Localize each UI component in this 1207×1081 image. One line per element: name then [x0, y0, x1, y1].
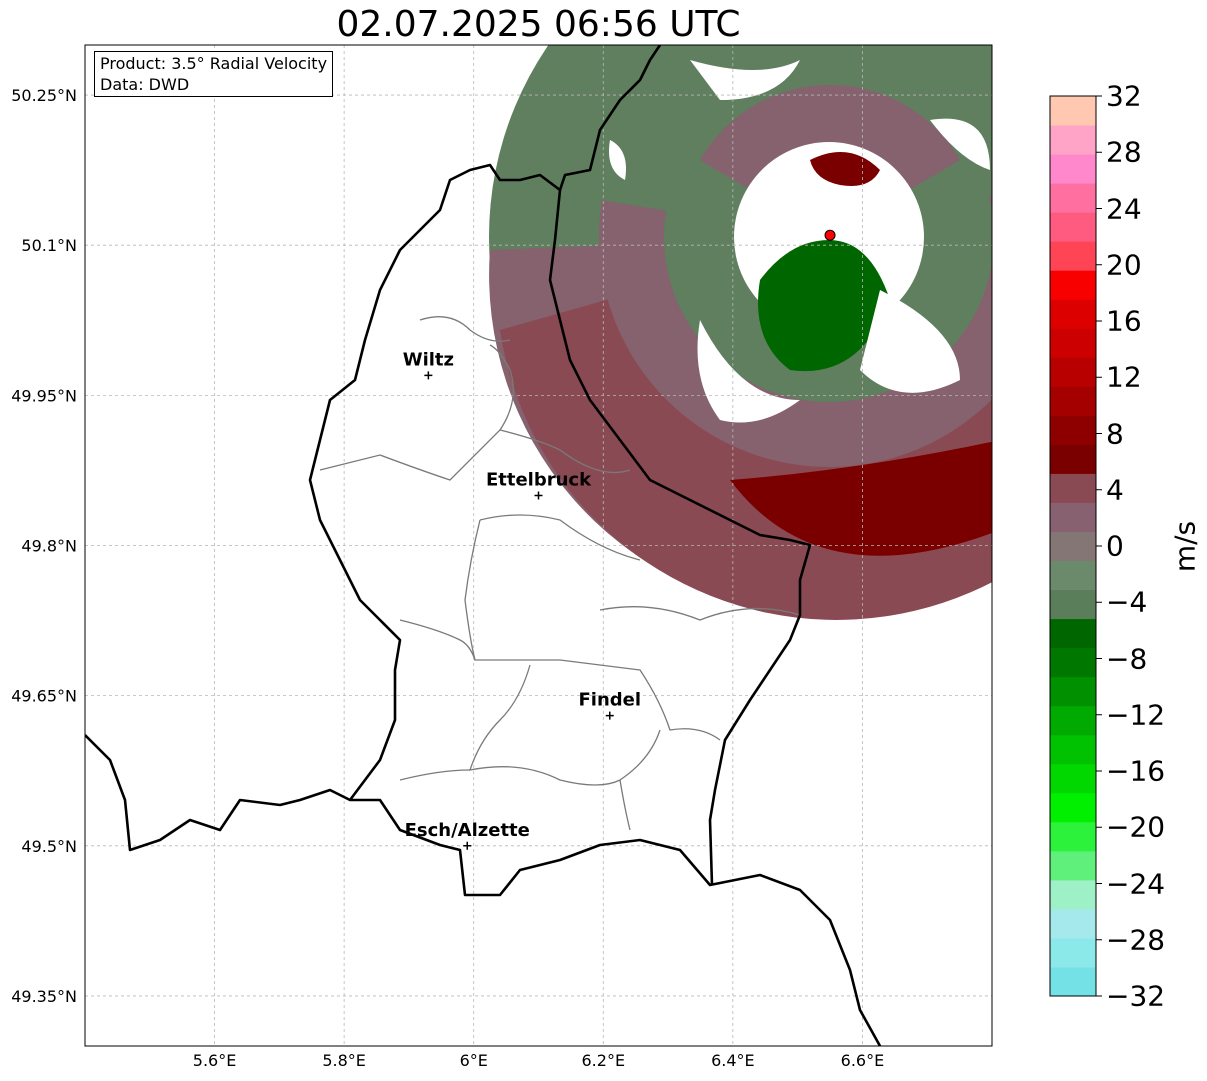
colorbar-tick-label: 12: [1106, 360, 1142, 394]
canton-boundaries: [319, 316, 801, 831]
city-marker-icon: [534, 491, 543, 500]
colorbar-segment: [1050, 705, 1096, 736]
colorbar-segment: [1050, 415, 1096, 445]
map-title: 02.07.2025 06:56 UTC: [336, 4, 741, 45]
colorbar-segment: [1050, 821, 1096, 852]
colorbar-tick-label: −12: [1106, 698, 1166, 732]
colorbar-segment: [1050, 879, 1096, 910]
colorbar-tick-label: −24: [1106, 867, 1166, 900]
colorbar-segment: [1050, 270, 1096, 300]
colorbar-tick-label: −28: [1106, 923, 1166, 957]
colorbar-tick-label: 0: [1106, 529, 1124, 563]
colorbar-segment: [1050, 386, 1096, 416]
city-marker-icon: [424, 371, 433, 380]
city-label: Ettelbruck: [486, 469, 592, 490]
colorbar-segment: [1050, 937, 1096, 968]
x-tick-label: 5.6°E: [193, 1051, 237, 1070]
colorbar-segment: [1050, 183, 1096, 213]
x-tick-label: 6.2°E: [582, 1051, 626, 1070]
y-tick-label: 50.25°N: [11, 86, 77, 105]
radar-echo-layer: [489, 45, 992, 620]
colorbar-tick-label: 16: [1106, 304, 1142, 338]
colorbar-segment: [1050, 763, 1096, 794]
y-axis-ticks: 50.25°N 50.1°N 49.95°N 49.8°N 49.65°N 49.5°N 4…: [11, 86, 77, 1006]
colorbar-segment: [1050, 96, 1096, 126]
city-label: Wiltz: [403, 349, 454, 370]
colorbar-tick-label: 20: [1106, 248, 1142, 282]
y-tick-label: 49.95°N: [11, 386, 77, 405]
colorbar-segment: [1050, 908, 1096, 939]
colorbar-segment: [1050, 357, 1096, 387]
y-tick-label: 49.5°N: [21, 837, 77, 856]
colorbar-unit-label: m/s: [1168, 520, 1202, 573]
x-axis-ticks: 5.6°E 5.8°E 6°E 6.2°E 6.4°E 6.6°E: [193, 1051, 884, 1070]
colorbar-segment: [1050, 125, 1096, 155]
colorbar-segment: [1050, 299, 1096, 329]
colorbar-segment: [1050, 473, 1096, 503]
x-tick-label: 6.4°E: [711, 1051, 755, 1070]
colorbar-segment: [1050, 792, 1096, 823]
city-marker-icon: [463, 841, 472, 850]
city-label: Esch/Alzette: [405, 820, 530, 841]
colorbar-segment: [1050, 444, 1096, 474]
national-borders: [85, 45, 882, 1046]
colorbar-tick-label: −20: [1106, 810, 1166, 844]
colorbar-tick-label: 32: [1106, 79, 1142, 113]
colorbar-tick-label: −8: [1106, 642, 1148, 675]
colorbar-tick-label: −16: [1106, 754, 1166, 788]
data-source-label: Data: DWD: [100, 75, 190, 94]
echo-green-core: [758, 240, 890, 372]
echo-approaching-core: [730, 441, 992, 556]
colorbar-segment: [1050, 212, 1096, 242]
borders-layer: [85, 45, 882, 1046]
colorbar-tick-label: 28: [1106, 135, 1142, 169]
radar-site-marker: [824, 229, 836, 241]
colorbar-tick-label: 24: [1106, 192, 1142, 225]
colorbar-segment: [1050, 676, 1096, 707]
colorbar: [1049, 95, 1102, 997]
product-label: Product: 3.5° Radial Velocity: [100, 54, 328, 73]
colorbar-segment: [1050, 531, 1096, 562]
colorbar-segment: [1050, 618, 1096, 649]
city-markers: Wiltz Ettelbruck Findel Esch/Alzette: [403, 349, 641, 850]
colorbar-segment: [1050, 850, 1096, 881]
colorbar-segment: [1050, 328, 1096, 358]
y-tick-label: 49.8°N: [21, 537, 77, 556]
colorbar-segment: [1050, 502, 1096, 532]
plot-frame: [84, 44, 993, 1047]
city-label: Findel: [578, 690, 641, 711]
y-tick-label: 49.65°N: [11, 687, 77, 706]
colorbar-segment: [1050, 966, 1096, 997]
x-tick-label: 6°E: [460, 1051, 488, 1070]
product-info-box: Product: 3.5° Radial Velocity Data: DWD: [94, 51, 334, 97]
x-tick-label: 6.6°E: [841, 1051, 885, 1070]
colorbar-segment: [1050, 734, 1096, 765]
colorbar-segment: [1050, 647, 1096, 678]
colorbar-tick-label: −4: [1106, 585, 1148, 619]
colorbar-segment: [1050, 154, 1096, 184]
colorbar-tick-label: 4: [1106, 473, 1124, 507]
colorbar-segment: [1050, 241, 1096, 271]
x-tick-label: 5.8°E: [322, 1051, 366, 1070]
y-tick-label: 50.1°N: [21, 236, 77, 255]
colorbar-tick-label: 8: [1106, 417, 1124, 450]
colorbar-segment: [1050, 560, 1096, 591]
city-marker-icon: [605, 711, 614, 720]
colorbar-segment: [1050, 589, 1096, 620]
y-tick-label: 49.35°N: [11, 987, 77, 1006]
colorbar-tick-label: −32: [1106, 979, 1166, 1013]
